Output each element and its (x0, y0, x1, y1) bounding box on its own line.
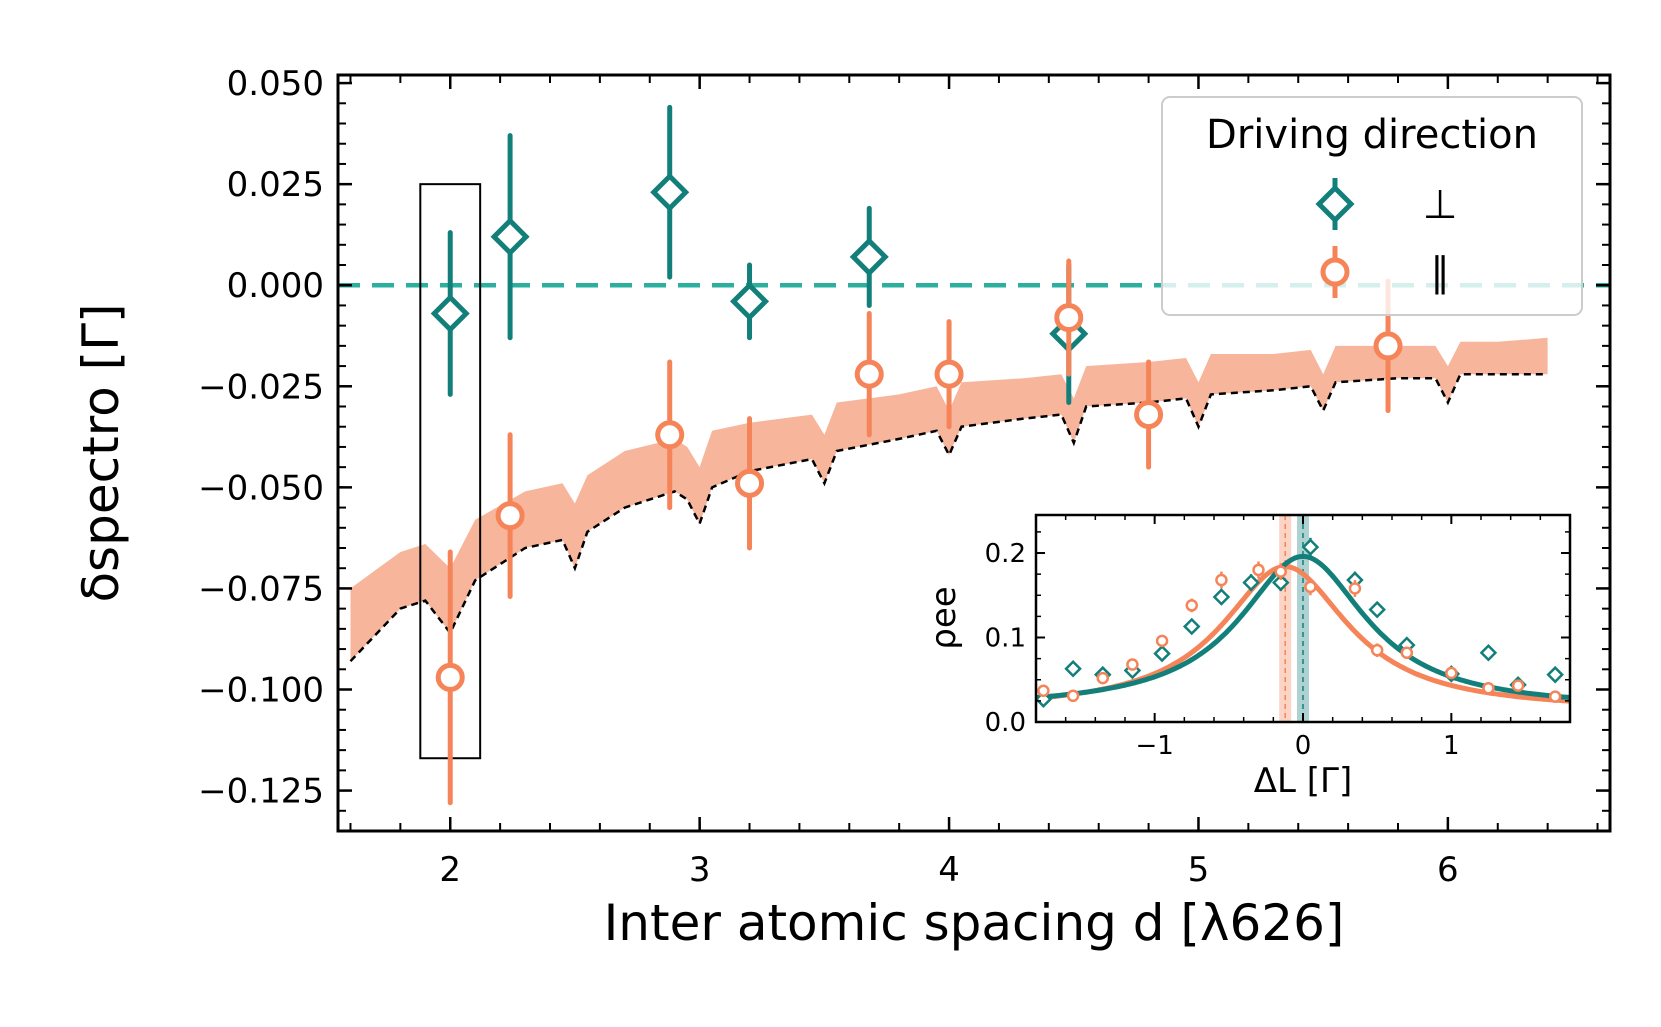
point-diamond-0 (430, 293, 470, 334)
inset-x-tick-label: 0 (1295, 731, 1312, 761)
x-tick-label: 2 (439, 850, 461, 890)
inset-frame (1034, 513, 1572, 724)
plot-frame (336, 73, 1612, 833)
point-circle-2 (655, 420, 685, 450)
legend-label: ⊥ (1423, 182, 1458, 228)
y-tick-label: 0.050 (227, 64, 324, 104)
inset-point-diamond-4 (1153, 644, 1171, 663)
inset-y-axis-label: ρee (924, 586, 964, 649)
inset-point-circle-4 (1155, 634, 1169, 648)
y-tick-label: −0.100 (198, 671, 324, 711)
x-tick-label: 6 (1437, 850, 1459, 890)
point-circle-6 (1054, 303, 1084, 333)
point-diamond-2 (650, 172, 690, 212)
inset-point-circle-0 (1037, 684, 1050, 697)
point-circle-0 (435, 662, 465, 692)
inset-fit-curves (1036, 553, 1570, 704)
y-tick-label: 0.000 (227, 266, 324, 306)
inset-point-circle-10 (1348, 582, 1362, 595)
inset-x-tick-label: −1 (1136, 731, 1174, 761)
inset-point-circle-14 (1482, 681, 1495, 695)
inset-chart: −1 0 1 0.0 0.1 0.2 ΔL [Γ] ρee (924, 513, 1572, 801)
legend: Driving direction ⊥∥ (1161, 96, 1583, 316)
y-tick-label: −0.050 (198, 468, 324, 508)
inset-point-diamond-1 (1064, 660, 1082, 678)
y-tick-label: 0.025 (227, 165, 324, 205)
inset-y-tick-label: 0.1 (985, 624, 1026, 654)
inset-point-circle-16 (1548, 690, 1562, 703)
x-axis-label: Inter atomic spacing d [λ626] (604, 894, 1345, 952)
legend-circle-marker (1320, 257, 1350, 287)
y-tick-label: −0.125 (198, 772, 324, 812)
inset-point-diamond-14 (1479, 643, 1498, 662)
inset-point-circle-3 (1126, 658, 1139, 671)
inset-point-diamond-7 (1242, 573, 1260, 592)
point-circle-7 (1134, 400, 1164, 430)
inset-point-diamond-9 (1301, 538, 1320, 556)
inset-y-tick-label: 0.0 (985, 708, 1026, 738)
inset-point-diamond-16 (1546, 665, 1564, 684)
inset-point-circle-13 (1445, 666, 1458, 680)
inset-point-circle-7 (1252, 563, 1265, 577)
inset-point-circle-11 (1370, 643, 1384, 657)
inset-point-diamond-11 (1368, 600, 1386, 619)
theory-curve-layer (349, 372, 1548, 663)
inset-x-tick-label: 1 (1443, 731, 1460, 761)
point-circle-8 (1373, 331, 1403, 361)
inset-y-tick-label: 0.2 (985, 539, 1026, 569)
inset-data-series (1036, 537, 1564, 708)
point-diamond-1 (490, 217, 530, 257)
x-tick-label: 4 (938, 850, 960, 890)
inset-point-circle-5 (1185, 599, 1198, 612)
theory-band-layer (350, 337, 1548, 662)
main-chart: 2 3 4 5 6 0.050 0.025 0.000 −0.025 −0.050 −0.075 −0… (72, 64, 1612, 952)
fit-curve-diamond (1036, 553, 1570, 700)
x-tick-label: 3 (689, 850, 711, 890)
y-tick-label: −0.075 (198, 569, 324, 609)
point-circle-3 (735, 468, 765, 498)
inset-point-circle-15 (1511, 679, 1525, 692)
x-tick-label: 5 (1188, 850, 1210, 890)
theory-curve (349, 372, 1548, 663)
point-circle-1 (495, 501, 525, 531)
inset-point-circle-12 (1400, 646, 1414, 659)
legend-label: ∥ (1430, 250, 1450, 296)
inset-x-axis-label: ΔL [Γ] (1254, 761, 1352, 801)
y-tick-label: −0.025 (198, 367, 324, 407)
inset-point-diamond-5 (1182, 617, 1201, 636)
legend-box (1161, 96, 1583, 316)
inset-point-circle-1 (1066, 689, 1080, 703)
point-diamond-3 (729, 281, 770, 321)
y-axis-label: δspectro [Γ] (72, 303, 130, 602)
point-circle-5 (934, 359, 964, 389)
point-diamond-4 (849, 237, 889, 277)
legend-diamond-marker (1315, 184, 1355, 224)
inset-point-circle-2 (1096, 671, 1109, 685)
theory-band (350, 337, 1548, 662)
legend-title: Driving direction (1206, 112, 1538, 158)
legend-items: ⊥∥ (1315, 178, 1458, 298)
inset-point-diamond-6 (1212, 588, 1231, 606)
inset-point-circle-8 (1274, 565, 1287, 578)
inset-point-diamond-8 (1271, 573, 1290, 592)
data-series-layer (430, 104, 1403, 806)
inset-point-circle-6 (1215, 573, 1228, 587)
tick-layer: 2 3 4 5 6 0.050 0.025 0.000 −0.025 −0.050 −0.075 −0… (198, 64, 1610, 890)
point-circle-4 (854, 359, 884, 389)
inset-point-circle-9 (1304, 580, 1317, 594)
